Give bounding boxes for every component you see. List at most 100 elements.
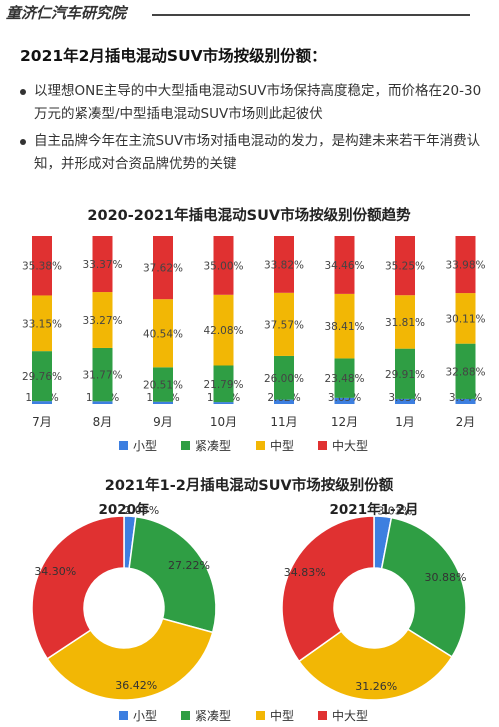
legend-label: 中型 [270,438,294,453]
bar-segment [274,292,294,356]
legend-label: 中大型 [332,708,368,723]
bar-segment [213,236,234,295]
bar-segment [92,347,113,402]
data-label: 31.81% [385,317,425,329]
header-divider [152,14,470,16]
donut-slice [128,515,217,634]
bar-segment [455,398,476,404]
data-label: 33.37% [82,259,122,271]
x-tick-label: 9月 [153,415,173,429]
donut-slice [297,628,453,701]
chart-title: 2021年1-2月插电混动SUV市场按级别份额 [105,476,394,494]
bar-segment [213,365,234,403]
x-tick-label: 7月 [32,415,52,429]
bar-segment [395,295,415,349]
page-title: 2021年2月插电混动SUV市场按级别份额： [20,47,327,65]
legend-swatch [119,711,128,720]
slice-label: 3.03% [377,504,412,517]
data-label: 33.15% [22,318,62,330]
data-label: 33.27% [82,315,122,327]
bar-segment [32,236,52,296]
legend-label: 小型 [133,439,157,453]
bar-segment [334,236,355,294]
legend-swatch [318,441,327,450]
x-tick-label: 12月 [331,415,358,429]
data-label: 38.41% [324,321,364,333]
slice-label: 30.88% [425,571,467,584]
bar-segment [92,292,113,348]
data-label: 21.79% [203,379,243,391]
donut-subtitle: 2021年1-2月 [330,501,419,518]
bar-segment [213,294,234,366]
bar-segment [455,236,476,294]
x-tick-label: 10月 [210,415,237,429]
data-label: 23.48% [324,373,364,385]
data-label: 35.38% [22,261,62,273]
bar-segment [153,299,173,368]
legend-swatch [181,711,190,720]
legend-label: 小型 [133,709,157,723]
data-label: 20.51% [143,380,183,392]
slice-label: 2.05% [124,504,159,517]
data-label: 30.11% [445,313,485,325]
bar-segment [334,397,355,404]
bar-segment [334,358,355,398]
bar-segment [455,343,476,399]
legend-label: 紧凑型 [195,439,231,453]
bar-segment [395,236,415,296]
data-label: 35.00% [203,260,243,272]
slice-label: 31.26% [355,680,397,693]
data-label: 29.91% [385,369,425,381]
summary-bullets: 以理想ONE主导的中大型插电混动SUV市场保持高度稳定，而价格在20-30万元的… [20,80,485,180]
legend-swatch [256,711,265,720]
data-label: 35.25% [385,261,425,273]
bar-segment [153,236,173,300]
bar-segment [153,367,173,402]
legend-swatch [256,441,265,450]
donut-slice [380,516,467,658]
x-tick-label: 2月 [456,415,476,429]
data-label: 37.57% [264,319,304,331]
legend-swatch [318,711,327,720]
data-label: 37.62% [143,263,183,275]
data-label: 26.00% [264,373,304,385]
donut-slice [46,617,214,701]
data-label: 33.82% [264,259,304,271]
donut-slice [31,515,125,660]
bar-segment [32,351,52,402]
bar-segment [92,401,113,404]
bar-segment [32,401,52,404]
legend-label: 中大型 [332,438,368,453]
donut-subtitle: 2020年 [98,501,150,518]
bar-segment [32,295,52,352]
bar-segment [274,236,294,293]
bullet-item: 自主品牌今年在主流SUV市场对插电混动的发力，是构建未来若干年消费认知，并形成对… [20,130,485,176]
donut-slice [281,515,375,663]
slice-label: 36.42% [115,679,157,692]
legend-label: 中型 [270,708,294,723]
data-label: 42.08% [203,325,243,337]
bar-segment [334,293,355,359]
slice-label: 34.83% [284,566,326,579]
bullet-item: 以理想ONE主导的中大型插电混动SUV市场保持高度稳定，而价格在20-30万元的… [20,80,485,126]
slice-label: 27.22% [168,559,210,572]
legend-swatch [181,441,190,450]
legend-label: 紧凑型 [195,709,231,723]
data-label: 31.77% [82,370,122,382]
bar-segment [395,348,415,399]
slice-label: 34.30% [34,565,76,578]
data-label: 33.98% [445,260,485,272]
bar-segment [455,293,476,344]
bar-segment [213,402,234,404]
bar-segment [153,401,173,404]
bar-segment [274,355,294,400]
x-tick-label: 11月 [270,415,297,429]
legend-swatch [119,441,128,450]
chart-title: 2020-2021年插电混动SUV市场按级别份额趋势 [87,206,411,224]
bar-segment [92,236,113,293]
x-tick-label: 8月 [93,415,113,429]
bar-segment [274,399,294,404]
bar-segment [395,398,415,404]
brand-logo-text: 童济仁汽车研究院 [6,4,127,22]
